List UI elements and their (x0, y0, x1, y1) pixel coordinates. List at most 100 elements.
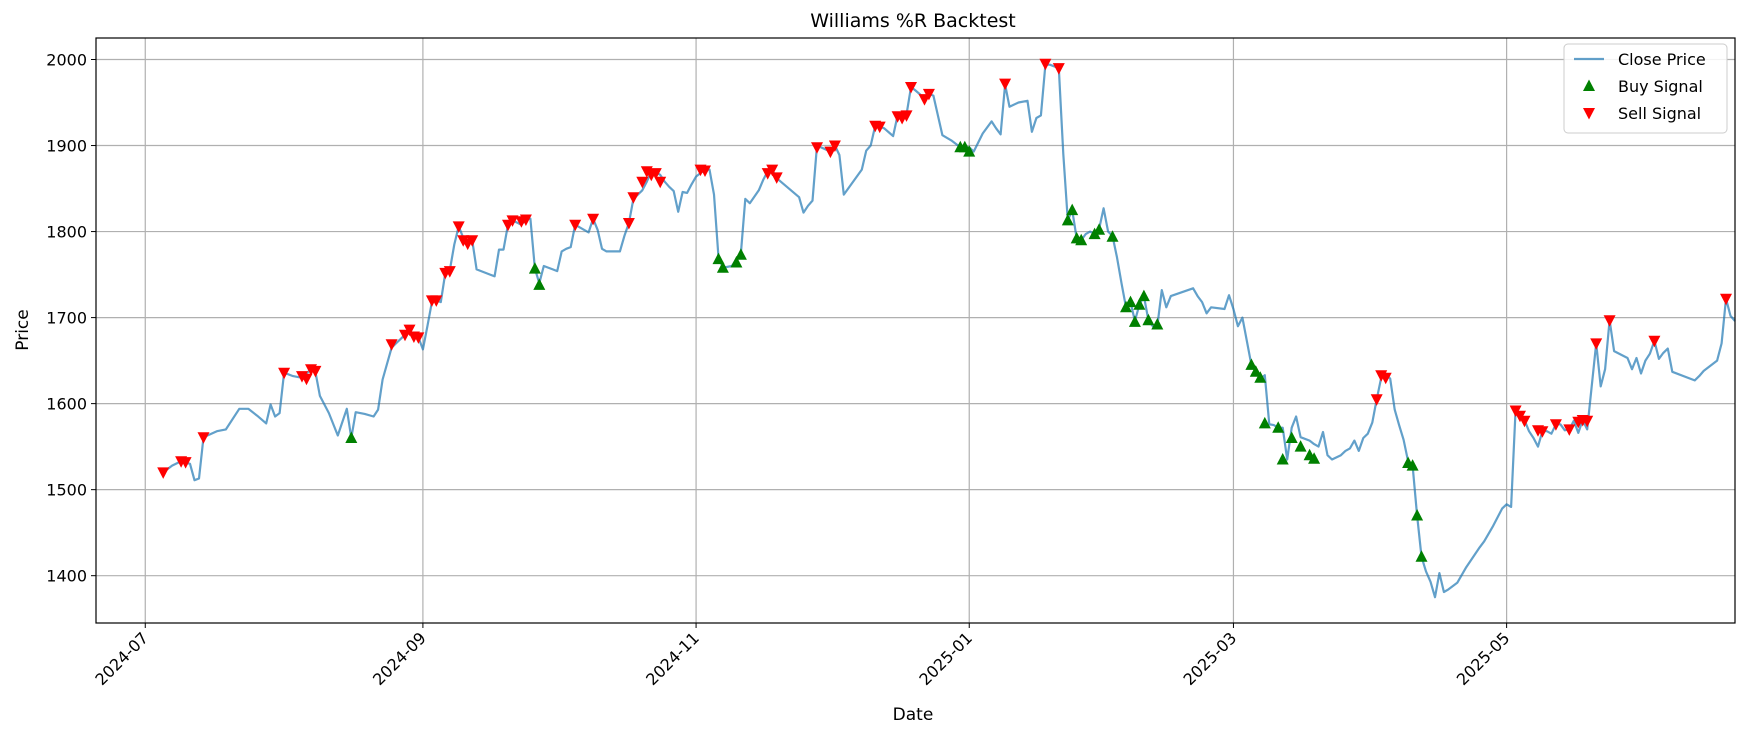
buy-signal-marker (1308, 452, 1321, 464)
y-axis-label: Price (13, 309, 33, 350)
buy-signal-marker (1106, 230, 1119, 242)
x-axis-label: Date (893, 705, 934, 725)
x-tick-label: 2025-03 (1180, 628, 1241, 689)
buy-signal-marker (1075, 233, 1088, 246)
sell-signal-marker (766, 164, 779, 177)
sell-signal-marker (569, 219, 582, 232)
legend: Close Price Buy Signal Sell Signal (1563, 43, 1728, 134)
sell-signal-marker (300, 373, 313, 386)
buy-signal-marker (1285, 431, 1298, 443)
y-tick-label: 1700 (46, 309, 87, 328)
sell-signal-marker (506, 215, 519, 227)
sell-signal-marker (999, 78, 1012, 91)
buy-signal-marker (1249, 365, 1262, 377)
x-tick-label: 2025-05 (1453, 628, 1514, 689)
sell-signal-marker (873, 121, 886, 134)
sell-signal-marker (824, 146, 837, 159)
sell-signal-marker (309, 365, 322, 378)
buy-signal-marker (533, 278, 546, 290)
buy-signal-marker (1406, 459, 1419, 471)
buy-signal-marker (1133, 298, 1146, 310)
buy-signal-marker (1137, 289, 1150, 302)
sell-signal-marker (1581, 415, 1594, 428)
sell-signal-marker (1549, 419, 1562, 431)
close-price-layer (162, 63, 1736, 599)
sell-signal-marker (466, 235, 479, 247)
sell-signal-marker (278, 367, 291, 380)
sell-signal-marker (922, 88, 935, 101)
buy-signal-marker (1128, 315, 1141, 327)
sell-signal-marker (1720, 293, 1732, 306)
sell-signal-marker (1603, 315, 1616, 327)
grid-layer (96, 38, 1735, 623)
buy-signal-marker (712, 252, 725, 265)
sell-signal-marker (430, 295, 443, 307)
sell-signal-marker (1518, 415, 1531, 428)
legend-label: Close Price (1618, 50, 1706, 69)
y-tick-label: 1600 (46, 395, 87, 414)
x-tick-label: 2024-07 (91, 628, 152, 689)
buy-signal-marker (1093, 223, 1106, 235)
sell-signal-marker (587, 213, 600, 226)
sell-signal-marker (197, 432, 210, 444)
y-tick-label: 2000 (46, 51, 87, 70)
signal-marker-layer (157, 58, 1732, 562)
sell-signal-marker (157, 467, 170, 479)
sell-signal-marker (905, 82, 917, 94)
sell-signal-marker (828, 140, 841, 152)
sell-signal-marker (636, 176, 649, 189)
y-tick-label: 1900 (46, 137, 87, 156)
sell-signal-marker (627, 192, 640, 204)
x-tick-label: 2024-09 (369, 628, 430, 689)
sell-signal-marker (412, 332, 425, 344)
sell-signal-marker (385, 339, 398, 351)
buy-signal-marker (1245, 358, 1258, 370)
sell-signal-marker (179, 457, 192, 469)
buy-signal-marker (734, 248, 747, 260)
sell-signal-marker (811, 142, 823, 154)
close-price-line (162, 63, 1736, 599)
legend-sell-swatch (1583, 108, 1595, 120)
sell-signal-marker (654, 176, 667, 189)
buy-signal-marker (1061, 213, 1074, 226)
buy-signal-marker (1258, 416, 1271, 429)
y-tick-label: 1800 (46, 223, 87, 242)
tick-layer: 1400 1500 1600 1700 1800 1900 2000 2024-07 2024-… (46, 51, 1513, 690)
buy-signal-marker (1415, 550, 1428, 562)
legend-label: Sell Signal (1618, 104, 1701, 123)
buy-signal-marker (1124, 295, 1137, 308)
buy-signal-marker (1066, 203, 1079, 216)
sell-signal-marker (1370, 394, 1383, 406)
buy-signal-marker (730, 256, 743, 268)
sell-signal-marker (1379, 372, 1392, 385)
sell-signal-marker (1563, 424, 1576, 436)
plot-frame (95, 37, 1736, 624)
sell-signal-marker (900, 110, 913, 122)
sell-signal-marker (443, 266, 456, 278)
x-tick-label: 2025-01 (915, 628, 976, 689)
buy-signal-marker (1151, 318, 1164, 330)
y-tick-label: 1400 (46, 567, 87, 586)
y-tick-label: 1500 (46, 481, 87, 500)
buy-signal-marker (345, 431, 358, 443)
buy-signal-marker (716, 261, 729, 273)
buy-signal-marker (1142, 313, 1155, 326)
sell-signal-marker (622, 218, 635, 230)
sell-signal-marker (519, 214, 532, 226)
sell-signal-marker (1648, 335, 1661, 348)
sell-signal-marker (1039, 58, 1052, 71)
legend-box (1563, 43, 1728, 134)
legend-label: Buy Signal (1618, 77, 1703, 96)
sell-signal-marker (770, 172, 783, 184)
buy-signal-marker (528, 262, 541, 274)
buy-signal-marker (1272, 421, 1285, 433)
buy-signal-marker (1276, 453, 1289, 465)
buy-signal-marker (1254, 371, 1267, 383)
sell-signal-marker (699, 165, 711, 177)
legend-buy-swatch (1583, 79, 1595, 91)
sell-signal-marker (452, 221, 465, 233)
sell-signal-marker (1052, 63, 1065, 75)
buy-signal-marker (1294, 440, 1307, 452)
sell-signal-marker (1536, 426, 1549, 438)
